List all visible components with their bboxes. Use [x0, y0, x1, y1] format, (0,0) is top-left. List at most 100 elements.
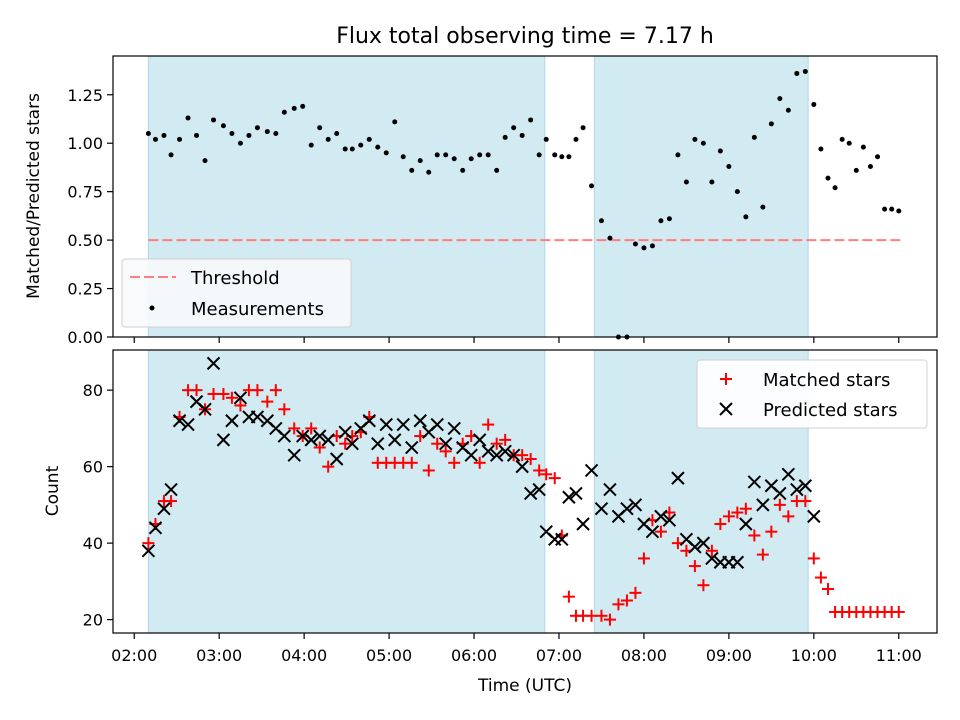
predicted-point [313, 429, 327, 443]
legend-count: Matched stars Predicted stars [696, 359, 928, 429]
predicted-point [523, 486, 538, 501]
matched-point [251, 384, 264, 397]
measurement-point [202, 158, 208, 164]
predicted-point [739, 517, 753, 531]
matched-point [629, 586, 642, 599]
predicted-point [594, 502, 609, 516]
measurement-point [485, 152, 491, 158]
matched-point [814, 571, 827, 584]
legend-matched-label: Matched stars [763, 370, 890, 391]
measurement-point [300, 103, 306, 109]
measurement-point [717, 148, 723, 154]
measurement-point [867, 163, 873, 169]
matched-point [603, 613, 616, 626]
predicted-point [773, 486, 787, 501]
measurement-point [543, 136, 549, 142]
measurement-point [400, 154, 406, 160]
predicted-point [371, 436, 385, 451]
predicted-point [329, 452, 344, 466]
predicted-point [645, 524, 660, 539]
measurement-point [392, 119, 398, 125]
panel-ratio-frame [112, 55, 938, 338]
predicted-point [206, 356, 221, 371]
matched-point [225, 391, 238, 404]
predicted-point [705, 551, 719, 566]
predicted-point [807, 509, 821, 524]
matched-point [739, 502, 752, 515]
predicted-point [148, 521, 163, 535]
matched-point [756, 548, 769, 561]
measurement-point [211, 117, 217, 123]
matched-point [190, 384, 203, 397]
matched-point [524, 452, 537, 465]
observing-window [148, 350, 545, 633]
predicted-point [730, 555, 745, 569]
predicted-point [481, 444, 495, 459]
measurement-point [751, 134, 757, 140]
predicted-point [620, 502, 634, 516]
predicted-point [172, 414, 187, 428]
measurement-point [683, 179, 689, 185]
measurement-point [802, 69, 808, 75]
measurement-point [760, 204, 766, 210]
matched-point [405, 456, 418, 469]
measurement-point [161, 132, 167, 138]
measurement-point [273, 131, 279, 137]
measurement-point [825, 175, 831, 181]
matched-point [637, 552, 650, 565]
measurement-point [889, 206, 895, 212]
predicted-point [696, 536, 711, 550]
predicted-point [576, 517, 590, 531]
measurement-point [632, 241, 638, 247]
legend-matched-swatch [720, 373, 732, 385]
measurement-point [308, 142, 314, 148]
measurement-point [536, 152, 542, 158]
predicted-point [304, 433, 318, 447]
measurement-point [443, 152, 449, 158]
measurement-point [853, 167, 859, 173]
matched-point [142, 537, 155, 550]
matched-point [892, 605, 905, 618]
predicted-point [447, 421, 461, 436]
measurement-point [246, 132, 252, 138]
legend-measurements-swatch [149, 305, 155, 311]
measurement-point [528, 117, 534, 123]
predicted-point [506, 448, 521, 462]
predicted-point [216, 433, 231, 447]
predicted-point [628, 498, 643, 512]
y-tick-label: 1.00 [67, 134, 103, 153]
panel-count: 20 40 60 80 02:00 03:00 04:00 05:00 06:00 07:00 08… [43, 349, 938, 665]
x-tick-label: 05:00 [366, 646, 412, 665]
measurement-point [700, 140, 706, 146]
predicted-point [747, 475, 762, 489]
predicted-point [781, 467, 796, 481]
predicted-point [225, 414, 239, 428]
x-tick-label: 04:00 [281, 646, 327, 665]
matched-point [261, 395, 274, 408]
predicted-point [396, 417, 410, 432]
predicted-point [277, 429, 292, 443]
chart-title: Flux total observing time = 7.17 h [336, 24, 714, 49]
measurement-point [607, 235, 613, 241]
measurement-point [426, 169, 432, 175]
measurement-point [709, 179, 715, 185]
legend-threshold-label: Threshold [190, 268, 280, 289]
measurement-point [383, 150, 389, 156]
measurement-point [254, 125, 260, 131]
matched-point [548, 472, 561, 485]
legend-ratio: Threshold Measurements [121, 258, 352, 328]
matched-point [431, 437, 444, 450]
matched-point [688, 560, 701, 573]
predicted-point [250, 410, 265, 424]
measurement-point [768, 121, 774, 127]
measurement-point [692, 136, 698, 142]
matched-point [473, 456, 486, 469]
measurement-point [726, 163, 732, 169]
measurement-point [264, 129, 270, 135]
matched-point [490, 437, 503, 450]
predicted-point [287, 448, 301, 462]
legend-measurements-label: Measurements [191, 299, 324, 320]
y-tick-label: 0.25 [67, 280, 103, 299]
measurement-point [342, 146, 348, 152]
matched-point [821, 583, 834, 596]
